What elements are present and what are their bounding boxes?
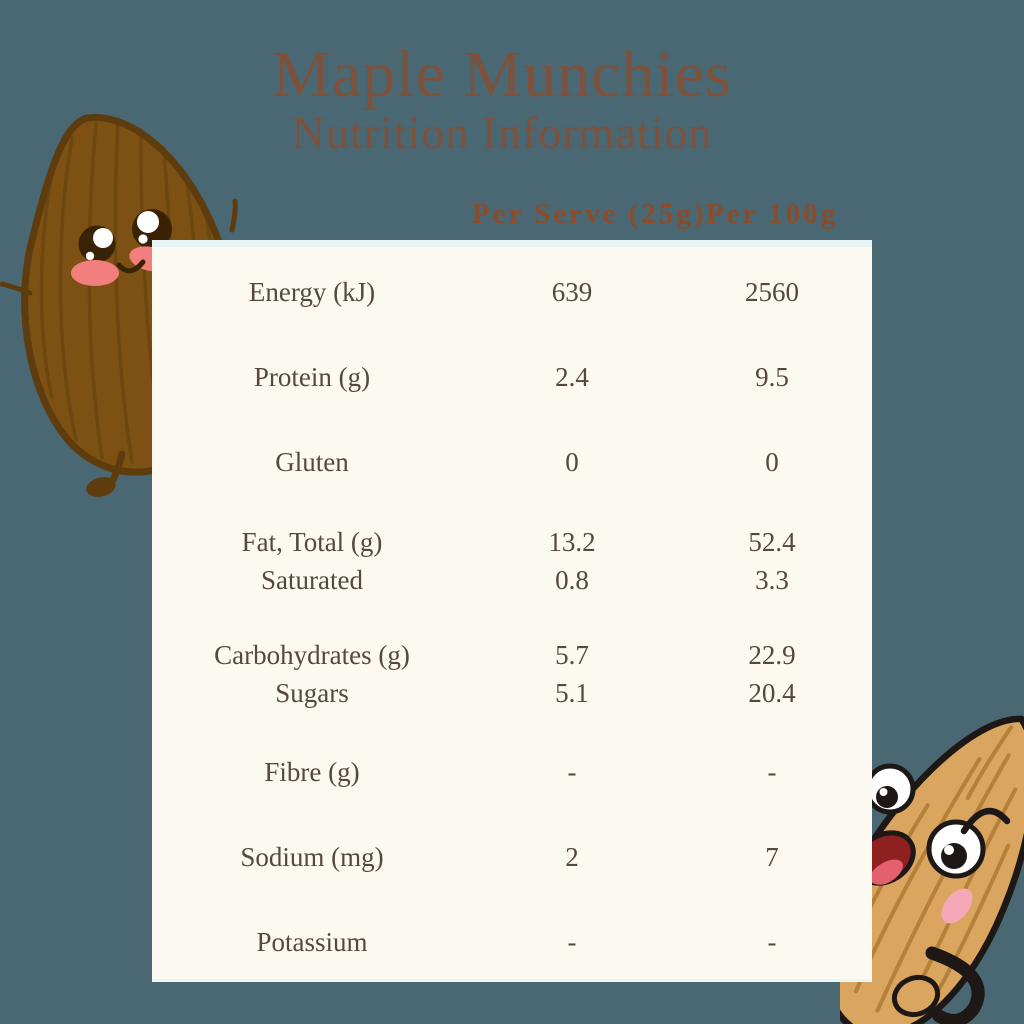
- per-serve-value: 0: [565, 446, 579, 477]
- right-eye-shine: [137, 211, 159, 233]
- left-arm: [0, 281, 33, 296]
- table-row-energy: Energy (kJ) 639 2560: [152, 273, 872, 311]
- hand: [891, 974, 941, 1018]
- nutrient-label: Sodium (mg): [240, 841, 384, 872]
- per-serve-value: -: [567, 756, 577, 787]
- nutrient-label: Gluten: [275, 446, 349, 477]
- per-serve-value: 2: [565, 841, 579, 872]
- brand-title: Maple Munchies: [272, 38, 732, 111]
- table-row-protein: Protein (g) 2.4 9.5: [152, 358, 872, 396]
- table-row-saturated: Saturated 0.8 3.3: [152, 561, 872, 599]
- column-headers: Per Serve (25g) Per 100g: [152, 196, 872, 232]
- left-eye-shine-small: [85, 251, 95, 261]
- table-row-carbohydrates: Carbohydrates (g) 5.7 22.9: [152, 636, 872, 674]
- per-serve-value: 13.2: [548, 526, 596, 557]
- right-eye-shine-small: [138, 234, 148, 244]
- left-eye-shine: [879, 788, 888, 796]
- per-100g-value: 3.3: [755, 564, 789, 595]
- nutrient-label: Carbohydrates (g): [214, 639, 410, 670]
- per-serve-value: 5.7: [555, 639, 589, 670]
- per-100g-value: 20.4: [748, 677, 796, 708]
- left-eye-shine: [93, 228, 113, 248]
- per-serve-value: 5.1: [555, 677, 589, 708]
- nutrient-label: Energy (kJ): [248, 276, 376, 307]
- foot: [86, 477, 116, 497]
- right-arm: [229, 198, 238, 233]
- per-100g-value: 0: [765, 446, 779, 477]
- nutrient-label: Fat, Total (g): [241, 526, 383, 557]
- per-serve-value: 639: [551, 276, 593, 307]
- table-row-fibre: Fibre (g) - -: [152, 753, 872, 791]
- right-pupil: [941, 843, 967, 869]
- table-row-fat-total: Fat, Total (g) 13.2 52.4: [152, 523, 872, 561]
- column-header-per-100g: Per 100g: [705, 197, 839, 230]
- right-eye-shine: [944, 845, 954, 855]
- tongue: [868, 859, 903, 886]
- table-row-sugars: Sugars 5.1 20.4: [152, 674, 872, 712]
- left-almond-mascot-icon: [0, 114, 238, 497]
- per-serve-value: 0.8: [555, 564, 589, 595]
- per-100g-value: 52.4: [748, 526, 796, 557]
- arm: [925, 946, 985, 1024]
- column-header-per-serve: Per Serve (25g): [472, 197, 707, 230]
- nutrient-label: Sugars: [275, 677, 349, 708]
- table-row-gluten: Gluten 0 0: [152, 443, 872, 481]
- per-100g-value: 9.5: [755, 361, 789, 392]
- left-blush: [71, 260, 119, 286]
- nutrition-table-panel: Energy (kJ) 639 2560 Protein (g) 2.4 9.5…: [152, 240, 872, 982]
- nutrient-label: Protein (g): [253, 361, 371, 392]
- page-subtitle: Nutrition Information: [291, 107, 713, 158]
- nutrient-label: Saturated: [261, 564, 363, 595]
- table-row-potassium: Potassium - -: [152, 923, 872, 961]
- per-100g-value: -: [767, 926, 777, 957]
- per-serve-value: -: [567, 926, 577, 957]
- per-100g-value: 22.9: [748, 639, 796, 670]
- right-almond-mascot-icon: [840, 715, 1024, 1024]
- per-serve-value: 2.4: [555, 361, 589, 392]
- per-100g-value: 2560: [745, 276, 799, 307]
- per-100g-value: -: [767, 756, 777, 787]
- smile: [116, 259, 146, 274]
- left-pupil: [876, 786, 898, 808]
- nutrient-label: Fibre (g): [264, 756, 360, 787]
- eyebrow: [960, 807, 1011, 835]
- table-row-sodium: Sodium (mg) 2 7: [152, 838, 872, 876]
- per-100g-value: 7: [765, 841, 779, 872]
- nutrient-label: Potassium: [256, 926, 368, 957]
- blush: [941, 888, 973, 924]
